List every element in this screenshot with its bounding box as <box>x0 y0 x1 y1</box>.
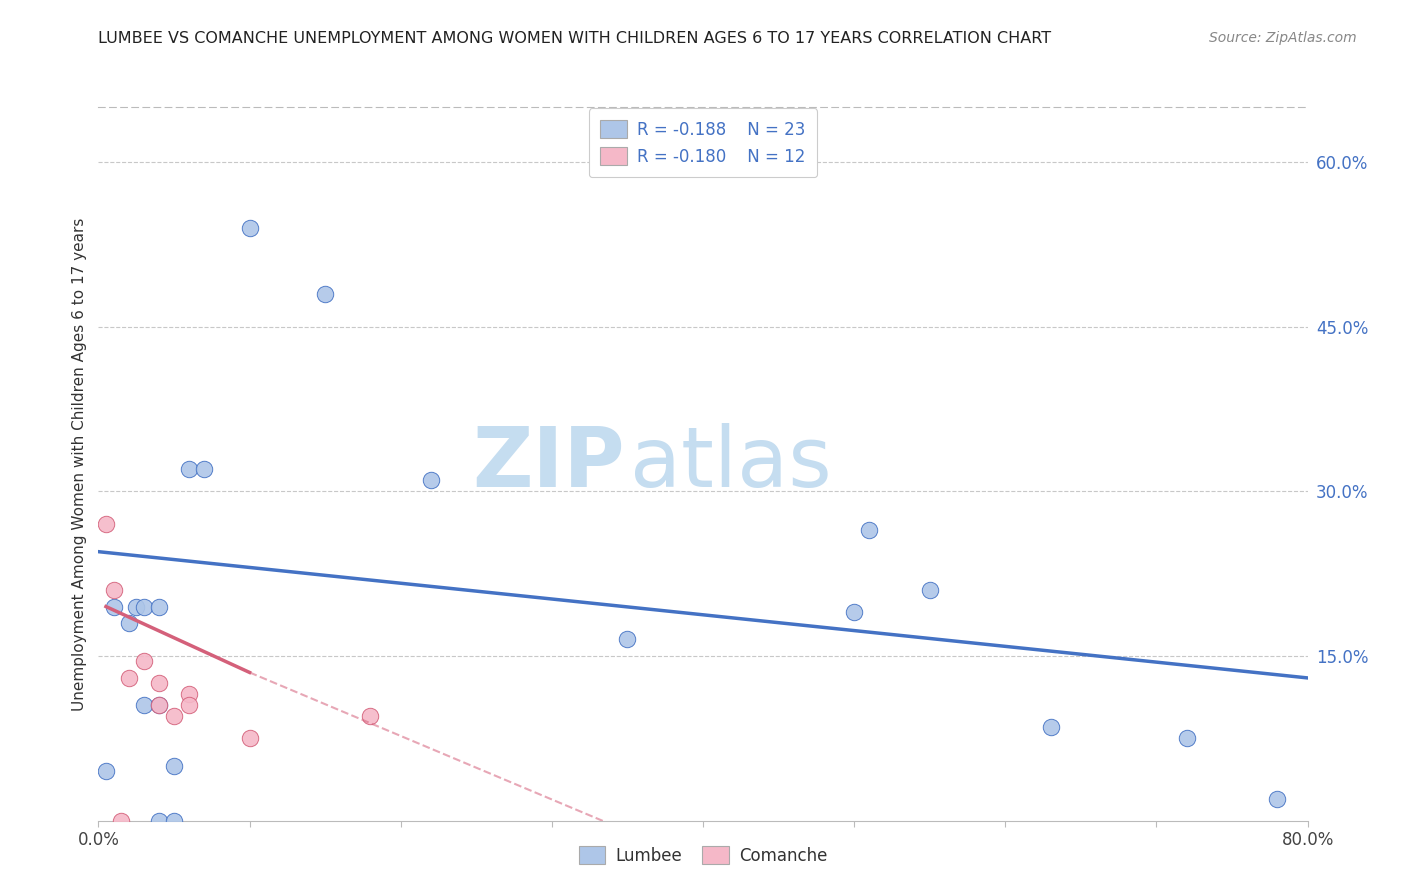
Point <box>1039 720 1062 734</box>
Y-axis label: Unemployment Among Women with Children Ages 6 to 17 years: Unemployment Among Women with Children A… <box>72 217 87 711</box>
Point <box>132 698 155 713</box>
Point <box>118 671 141 685</box>
Point <box>110 814 132 828</box>
Point <box>177 462 201 476</box>
Point <box>163 709 186 723</box>
Point <box>118 615 141 630</box>
Point <box>94 517 117 532</box>
Point <box>103 599 125 614</box>
Point <box>918 583 941 598</box>
Point <box>177 698 201 713</box>
Point <box>1265 791 1288 805</box>
Point <box>1175 731 1198 746</box>
Point <box>163 758 186 772</box>
Text: ZIP: ZIP <box>472 424 624 504</box>
Point <box>177 687 201 701</box>
Legend: Lumbee, Comanche: Lumbee, Comanche <box>567 835 839 877</box>
Point <box>148 814 170 828</box>
Text: atlas: atlas <box>630 424 832 504</box>
Point <box>94 764 117 779</box>
Point <box>858 523 880 537</box>
Point <box>148 698 170 713</box>
Point <box>360 709 382 723</box>
Point <box>148 676 170 690</box>
Point <box>239 731 262 746</box>
Point <box>132 655 155 669</box>
Point <box>844 605 866 619</box>
Point <box>193 462 215 476</box>
Point <box>148 599 170 614</box>
Point <box>132 599 155 614</box>
Point <box>163 814 186 828</box>
Point <box>314 286 336 301</box>
Point <box>125 599 148 614</box>
Text: LUMBEE VS COMANCHE UNEMPLOYMENT AMONG WOMEN WITH CHILDREN AGES 6 TO 17 YEARS COR: LUMBEE VS COMANCHE UNEMPLOYMENT AMONG WO… <box>98 31 1052 46</box>
Text: Source: ZipAtlas.com: Source: ZipAtlas.com <box>1209 31 1357 45</box>
Point <box>419 473 441 487</box>
Point <box>616 632 638 647</box>
Point <box>239 220 262 235</box>
Point <box>148 698 170 713</box>
Point <box>103 583 125 598</box>
